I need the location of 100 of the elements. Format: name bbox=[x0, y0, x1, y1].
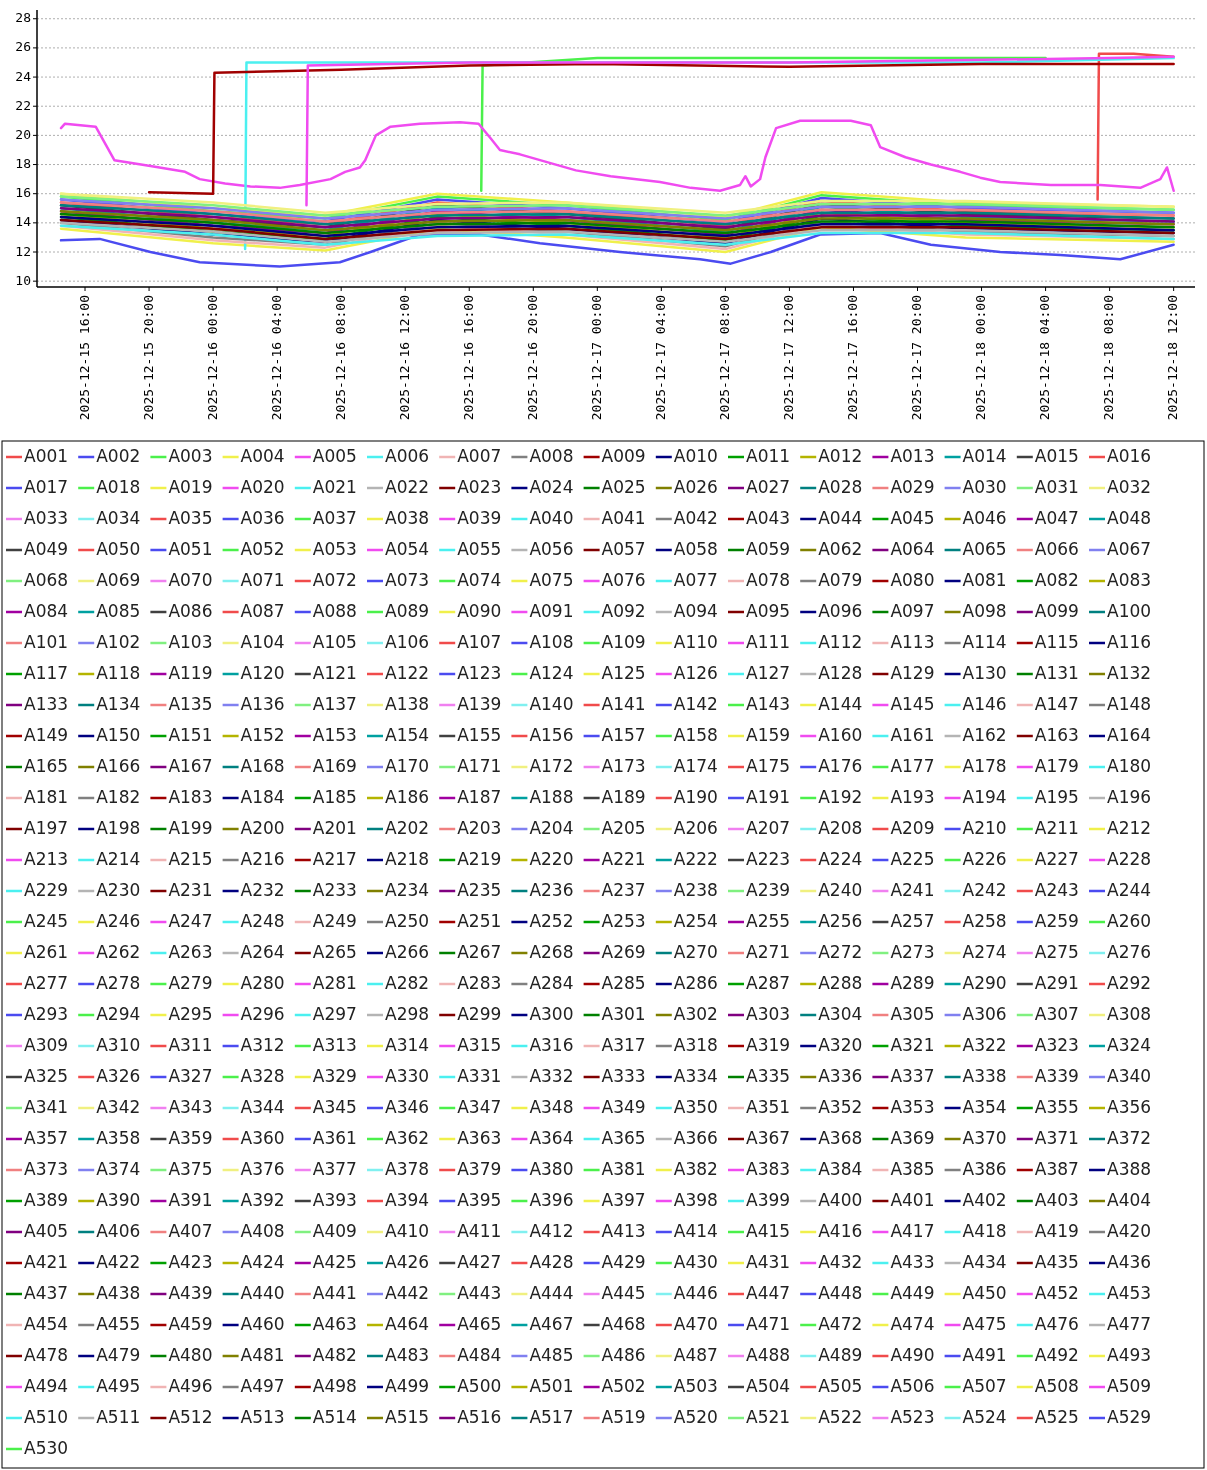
legend-label: A017 bbox=[24, 477, 69, 497]
legend-label: A030 bbox=[962, 477, 1007, 497]
legend-label: A124 bbox=[529, 663, 574, 683]
legend-label: A192 bbox=[818, 787, 863, 807]
legend-label: A001 bbox=[24, 446, 69, 466]
legend-label: A345 bbox=[312, 1097, 357, 1117]
legend-label: A203 bbox=[457, 818, 502, 838]
legend-label: A338 bbox=[962, 1066, 1007, 1086]
legend-label: A097 bbox=[890, 601, 935, 621]
legend-label: A432 bbox=[818, 1252, 863, 1272]
legend-label: A266 bbox=[385, 942, 430, 962]
legend-label: A304 bbox=[818, 1004, 863, 1024]
legend-label: A407 bbox=[168, 1221, 213, 1241]
legend-label: A296 bbox=[240, 1004, 285, 1024]
legend-label: A044 bbox=[818, 508, 863, 528]
x-tick-label: 2025-12-17 16:00 bbox=[844, 295, 860, 421]
legend-label: A255 bbox=[746, 911, 791, 931]
legend-label: A035 bbox=[168, 508, 213, 528]
legend-label: A391 bbox=[168, 1190, 213, 1210]
legend-label: A208 bbox=[818, 818, 863, 838]
legend-label: A256 bbox=[818, 911, 863, 931]
legend-label: A090 bbox=[457, 601, 502, 621]
legend-label: A215 bbox=[168, 849, 213, 869]
legend-label: A046 bbox=[962, 508, 1007, 528]
legend-label: A172 bbox=[529, 756, 574, 776]
y-tick-label: 26 bbox=[15, 39, 31, 55]
legend-label: A096 bbox=[818, 601, 863, 621]
legend-label: A272 bbox=[818, 942, 863, 962]
legend-label: A508 bbox=[1034, 1376, 1079, 1396]
legend-label: A199 bbox=[168, 818, 213, 838]
legend-label: A034 bbox=[96, 508, 141, 528]
legend-label: A335 bbox=[746, 1066, 791, 1086]
legend-label: A136 bbox=[240, 694, 285, 714]
legend-label: A029 bbox=[890, 477, 935, 497]
legend-label: A384 bbox=[818, 1159, 863, 1179]
legend-label: A452 bbox=[1034, 1283, 1079, 1303]
legend-label: A494 bbox=[24, 1376, 69, 1396]
legend-label: A095 bbox=[746, 601, 791, 621]
legend-label: A003 bbox=[168, 446, 213, 466]
legend-label: A051 bbox=[168, 539, 213, 559]
legend-label: A065 bbox=[962, 539, 1007, 559]
legend-label: A047 bbox=[1034, 508, 1079, 528]
y-tick-label: 12 bbox=[15, 243, 31, 259]
legend-label: A200 bbox=[240, 818, 285, 838]
legend-label: A027 bbox=[746, 477, 791, 497]
x-tick-label: 2025-12-18 08:00 bbox=[1101, 295, 1117, 421]
legend-label: A428 bbox=[529, 1252, 574, 1272]
legend-label: A502 bbox=[601, 1376, 646, 1396]
legend-label: A043 bbox=[746, 508, 791, 528]
legend-label: A112 bbox=[818, 632, 863, 652]
legend-label: A154 bbox=[385, 725, 430, 745]
legend-label: A349 bbox=[601, 1097, 646, 1117]
legend-label: A201 bbox=[312, 818, 357, 838]
y-tick-label: 10 bbox=[15, 272, 31, 288]
legend-label: A232 bbox=[240, 880, 285, 900]
legend-label: A018 bbox=[96, 477, 141, 497]
legend-label: A367 bbox=[746, 1128, 791, 1148]
legend-label: A441 bbox=[312, 1283, 357, 1303]
legend-label: A413 bbox=[601, 1221, 646, 1241]
legend-label: A401 bbox=[890, 1190, 935, 1210]
legend-label: A193 bbox=[890, 787, 935, 807]
legend-label: A107 bbox=[457, 632, 502, 652]
legend-label: A486 bbox=[601, 1345, 646, 1365]
legend-label: A353 bbox=[890, 1097, 935, 1117]
legend-label: A513 bbox=[240, 1407, 285, 1427]
legend-label: A393 bbox=[312, 1190, 357, 1210]
legend-label: A261 bbox=[24, 942, 69, 962]
legend-label: A183 bbox=[168, 787, 213, 807]
legend-label: A397 bbox=[601, 1190, 646, 1210]
legend-label: A360 bbox=[240, 1128, 285, 1148]
legend-label: A515 bbox=[385, 1407, 430, 1427]
legend-label: A167 bbox=[168, 756, 213, 776]
legend-label: A229 bbox=[24, 880, 69, 900]
legend-label: A386 bbox=[962, 1159, 1007, 1179]
legend-label: A488 bbox=[746, 1345, 791, 1365]
legend-label: A236 bbox=[529, 880, 574, 900]
legend-label: A213 bbox=[24, 849, 69, 869]
legend-label: A175 bbox=[746, 756, 791, 776]
legend-label: A176 bbox=[818, 756, 863, 776]
legend-label: A179 bbox=[1034, 756, 1079, 776]
legend-label: A333 bbox=[601, 1066, 646, 1086]
legend-label: A383 bbox=[746, 1159, 791, 1179]
legend-label: A083 bbox=[1107, 570, 1152, 590]
legend-label: A415 bbox=[746, 1221, 791, 1241]
legend-label: A376 bbox=[240, 1159, 285, 1179]
legend-label: A436 bbox=[1107, 1252, 1152, 1272]
legend-label: A521 bbox=[746, 1407, 791, 1427]
legend-label: A290 bbox=[962, 973, 1007, 993]
legend-label: A123 bbox=[457, 663, 502, 683]
legend-label: A392 bbox=[240, 1190, 285, 1210]
legend-label: A298 bbox=[385, 1004, 430, 1024]
legend-label: A379 bbox=[457, 1159, 502, 1179]
legend-label: A149 bbox=[24, 725, 69, 745]
legend-label: A210 bbox=[962, 818, 1007, 838]
legend-label: A301 bbox=[601, 1004, 646, 1024]
legend-label: A279 bbox=[168, 973, 213, 993]
legend-label: A181 bbox=[24, 787, 69, 807]
legend-label: A139 bbox=[457, 694, 502, 714]
legend-label: A426 bbox=[385, 1252, 430, 1272]
legend-label: A313 bbox=[312, 1035, 357, 1055]
